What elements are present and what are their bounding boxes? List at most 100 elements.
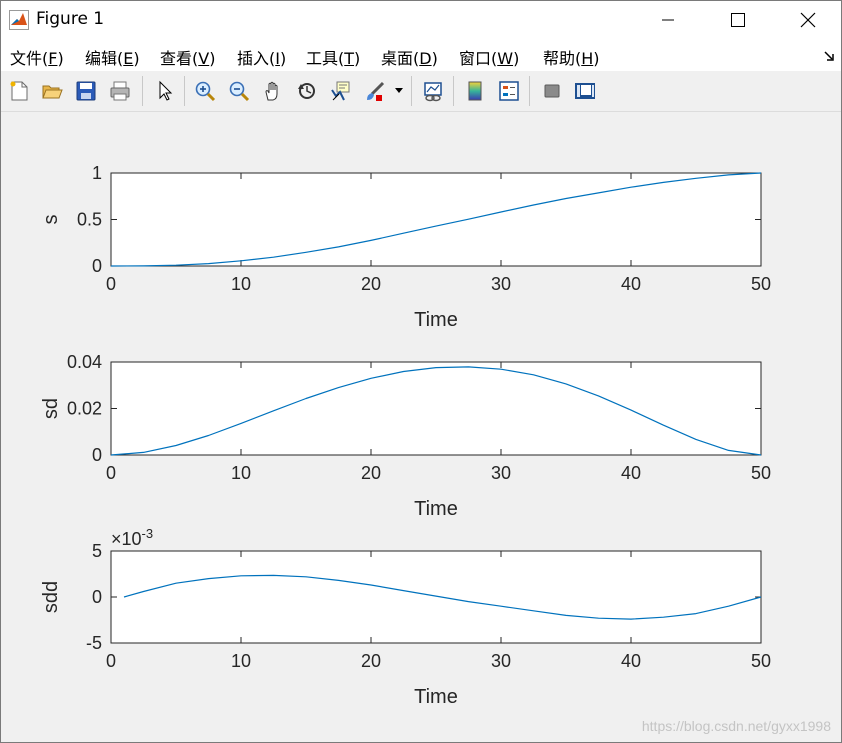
title-bar[interactable]: Figure 1 — [1, 1, 841, 39]
toolbar-separator — [142, 76, 143, 106]
data-line-2 — [110, 366, 762, 456]
rotate-3d-icon — [298, 83, 315, 99]
hide-plot-tools-icon — [544, 84, 560, 98]
watermark-text: https://blog.csdn.net/gyxx1998 — [641, 718, 831, 734]
zoom-out-button[interactable] — [225, 77, 253, 105]
minimize-icon — [662, 19, 674, 21]
window-title: Figure 1 — [36, 9, 105, 29]
axes-box-3 — [110, 550, 762, 644]
y-tick-label: -5 — [86, 633, 102, 653]
new-figure-button[interactable] — [5, 77, 33, 105]
close-icon — [800, 12, 816, 28]
menu-insert[interactable]: 插入(I) — [237, 49, 287, 68]
open-file-button[interactable] — [38, 77, 66, 105]
y-tick-label: 0.5 — [77, 210, 102, 230]
hide-plot-tools-button[interactable] — [538, 77, 566, 105]
pan-hand-icon — [265, 81, 278, 101]
x-tick-label: 30 — [491, 274, 511, 294]
select-arrow-button[interactable] — [150, 77, 178, 105]
x-tick-label: 0 — [106, 463, 116, 483]
close-button[interactable] — [785, 1, 831, 39]
link-plot-button[interactable] — [419, 77, 447, 105]
x-tick-label: 10 — [231, 651, 251, 671]
maximize-button[interactable] — [715, 1, 761, 39]
axes-box-2 — [110, 361, 762, 456]
new-figure-icon — [10, 81, 28, 101]
print-button[interactable] — [106, 77, 134, 105]
select-arrow-icon — [159, 80, 173, 101]
zoom-in-icon — [195, 81, 216, 102]
menu-bar: 文件(F) 编辑(E) 查看(V) 插入(I) 工具(T) 桌面(D) 窗口(W… — [1, 39, 841, 71]
link-plot-icon — [424, 82, 442, 102]
brush-icon — [367, 81, 385, 101]
x-tick-label: 20 — [361, 651, 381, 671]
y-axis-label: sd — [40, 398, 62, 419]
x-axis-label: Time — [414, 686, 458, 708]
toolbar-separator — [411, 76, 412, 106]
menu-file[interactable]: 文件(F) — [10, 49, 64, 68]
y-tick-label: 0 — [92, 256, 102, 276]
x-tick-label: 10 — [231, 274, 251, 294]
menu-window[interactable]: 窗口(W) — [459, 49, 520, 68]
y-tick-label: 0 — [92, 445, 102, 465]
figure-toolbar — [1, 71, 841, 112]
dock-figure-icon[interactable] — [823, 50, 835, 62]
rotate-3d-button[interactable] — [293, 77, 321, 105]
axes-box-1 — [110, 172, 762, 267]
x-tick-label: 40 — [621, 463, 641, 483]
x-tick-label: 20 — [361, 463, 381, 483]
x-tick-label: 50 — [751, 463, 771, 483]
y-tick-label: 0.04 — [67, 352, 102, 372]
y-tick-label: 0 — [92, 587, 102, 607]
maximize-icon — [731, 13, 745, 27]
x-tick-label: 0 — [106, 274, 116, 294]
toolbar-separator — [529, 76, 530, 106]
open-file-icon — [42, 85, 63, 99]
data-line-3 — [123, 574, 762, 620]
y-tick-label: 5 — [92, 541, 102, 561]
y-axis-label: s — [40, 215, 62, 225]
menu-desktop[interactable]: 桌面(D) — [381, 49, 438, 68]
save-button[interactable] — [72, 77, 100, 105]
menu-tools[interactable]: 工具(T) — [306, 49, 361, 68]
save-icon — [76, 81, 96, 101]
x-tick-label: 40 — [621, 651, 641, 671]
toolbar-separator — [453, 76, 454, 106]
x-axis-label: Time — [414, 309, 458, 331]
matlab-logo-icon — [9, 10, 29, 30]
zoom-out-icon — [229, 81, 250, 102]
y-axis-label: sdd — [40, 581, 62, 613]
insert-legend-button[interactable] — [495, 77, 523, 105]
y-tick-label: 1 — [92, 163, 102, 183]
y-exponent-label: ×10-3 — [111, 526, 153, 549]
x-tick-label: 30 — [491, 463, 511, 483]
minimize-button[interactable] — [645, 1, 691, 39]
x-axis-label: Time — [414, 498, 458, 520]
data-cursor-button[interactable] — [327, 77, 355, 105]
menu-edit[interactable]: 编辑(E) — [85, 49, 140, 68]
x-tick-label: 20 — [361, 274, 381, 294]
x-tick-label: 50 — [751, 274, 771, 294]
brush-button[interactable] — [361, 77, 389, 105]
insert-colorbar-button[interactable] — [461, 77, 489, 105]
data-cursor-icon — [331, 81, 350, 101]
zoom-in-button[interactable] — [191, 77, 219, 105]
menu-help[interactable]: 帮助(H) — [543, 49, 600, 68]
y-tick-label: 0.02 — [67, 399, 102, 419]
x-tick-label: 0 — [106, 651, 116, 671]
x-tick-label: 50 — [751, 651, 771, 671]
print-icon — [110, 81, 130, 101]
x-tick-label: 40 — [621, 274, 641, 294]
figure-canvas: 0 10 20 30 40 50 0 0.5 1 Time s 0 10 20 30 40 50 0 0.02 0.0… — [1, 112, 841, 742]
pan-button[interactable] — [259, 77, 287, 105]
data-line-1 — [110, 172, 762, 267]
menu-view[interactable]: 查看(V) — [160, 49, 216, 68]
x-tick-label: 30 — [491, 651, 511, 671]
x-tick-label: 10 — [231, 463, 251, 483]
insert-legend-icon — [499, 81, 519, 101]
show-plot-tools-button[interactable] — [571, 77, 599, 105]
brush-dropdown-button[interactable] — [392, 77, 406, 105]
toolbar-separator — [184, 76, 185, 106]
